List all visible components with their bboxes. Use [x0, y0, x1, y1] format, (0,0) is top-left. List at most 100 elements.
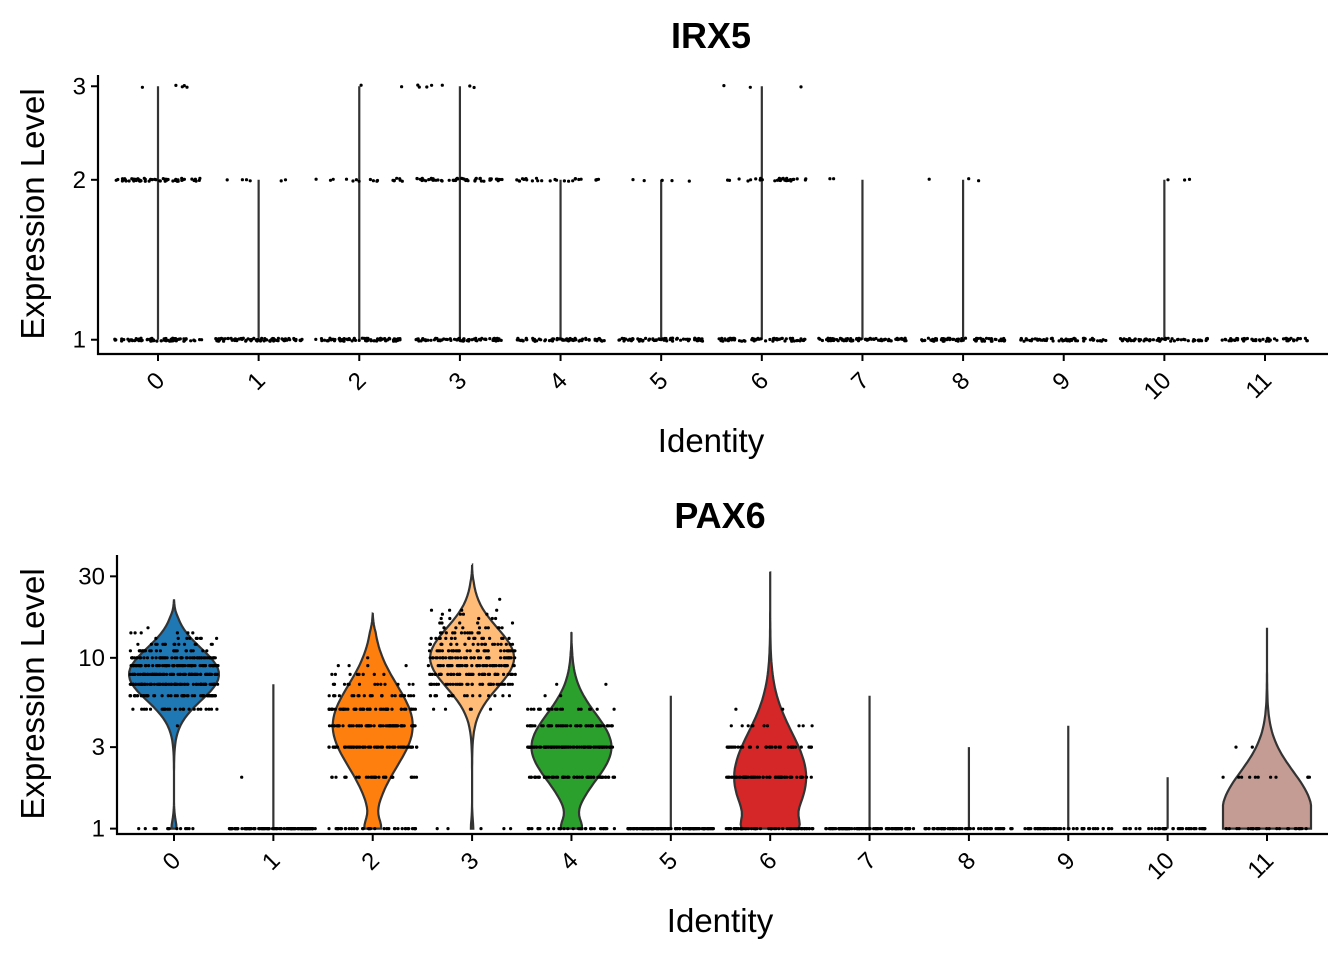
- data-point: [357, 179, 361, 183]
- data-point: [1041, 827, 1046, 831]
- data-point: [199, 694, 203, 698]
- data-point: [479, 338, 483, 342]
- data-point: [449, 642, 453, 646]
- jitter-points-2: [314, 83, 404, 343]
- data-point: [445, 337, 449, 342]
- data-point: [1162, 827, 1166, 831]
- violin-2: [331, 611, 414, 830]
- data-point: [755, 745, 760, 749]
- data-point: [192, 338, 196, 342]
- data-point: [513, 672, 517, 677]
- data-point: [1093, 827, 1097, 831]
- data-point: [449, 636, 454, 641]
- violin-group-11: [1221, 627, 1313, 831]
- data-point: [547, 745, 551, 749]
- data-point: [726, 339, 731, 343]
- data-point: [348, 672, 352, 677]
- data-point: [330, 775, 334, 779]
- data-point: [262, 339, 266, 343]
- data-point: [695, 827, 699, 831]
- data-point: [482, 672, 486, 677]
- data-point: [923, 827, 927, 831]
- data-point: [130, 656, 134, 660]
- data-point: [529, 707, 533, 711]
- data-point: [129, 338, 133, 342]
- data-point: [507, 636, 511, 641]
- data-point: [515, 338, 519, 342]
- violin-group-1: [227, 684, 317, 831]
- data-point: [1088, 827, 1092, 831]
- data-point: [151, 672, 155, 677]
- data-point: [1002, 827, 1006, 831]
- data-point: [369, 745, 373, 749]
- data-point: [208, 664, 213, 668]
- data-point: [1171, 827, 1175, 831]
- data-point: [362, 694, 366, 698]
- data-point: [1075, 827, 1079, 831]
- data-point: [369, 694, 373, 698]
- data-point: [333, 672, 337, 677]
- data-point: [198, 664, 202, 668]
- data-point: [1179, 338, 1183, 342]
- data-point: [476, 621, 480, 625]
- data-point: [450, 649, 454, 653]
- data-point: [209, 642, 213, 646]
- data-point: [383, 682, 387, 686]
- irx5-x-axis-label: Identity: [658, 422, 765, 459]
- data-point: [409, 694, 413, 698]
- data-point: [194, 682, 198, 686]
- data-point: [603, 775, 607, 779]
- data-point: [359, 83, 363, 87]
- data-point: [320, 339, 324, 343]
- data-point: [1183, 338, 1187, 342]
- data-point: [166, 707, 170, 711]
- data-point: [215, 664, 219, 668]
- data-point: [209, 707, 214, 711]
- data-point: [728, 745, 732, 749]
- y-tick-label: 3: [73, 73, 86, 100]
- data-point: [196, 656, 200, 660]
- data-point: [737, 775, 741, 779]
- data-point: [260, 336, 264, 340]
- data-point: [396, 724, 400, 728]
- data-point: [510, 682, 514, 686]
- data-point: [986, 827, 990, 831]
- data-point: [560, 337, 564, 341]
- data-point: [388, 337, 392, 341]
- x-tick-label: 11: [1241, 367, 1278, 404]
- data-point: [453, 631, 457, 635]
- data-point: [142, 656, 146, 660]
- data-point: [344, 745, 348, 749]
- pax6-title: PAX6: [674, 495, 765, 536]
- data-point: [700, 827, 704, 831]
- violin-group-9: [1023, 725, 1114, 831]
- data-point: [438, 656, 442, 660]
- data-point: [1253, 775, 1257, 779]
- data-point: [1234, 745, 1238, 749]
- data-point: [131, 707, 135, 711]
- data-point: [287, 827, 291, 831]
- data-point: [775, 338, 779, 342]
- data-point: [795, 339, 799, 343]
- data-point: [440, 621, 444, 625]
- data-point: [799, 827, 804, 831]
- jitter-points-3: [414, 83, 504, 343]
- violin-11: [1221, 627, 1313, 830]
- data-point: [430, 672, 434, 677]
- data-point: [463, 694, 467, 698]
- data-point: [486, 649, 490, 653]
- data-point: [195, 672, 200, 677]
- data-point: [158, 682, 162, 686]
- data-point: [1104, 338, 1108, 343]
- data-point: [1266, 336, 1270, 340]
- data-point: [225, 178, 229, 182]
- data-point: [282, 827, 286, 831]
- data-point: [379, 724, 383, 728]
- data-point: [1147, 827, 1151, 831]
- data-point: [611, 775, 615, 779]
- data-point: [148, 672, 152, 677]
- data-point: [490, 616, 494, 621]
- data-point: [396, 682, 400, 686]
- data-point: [1307, 775, 1311, 779]
- data-point: [723, 337, 727, 341]
